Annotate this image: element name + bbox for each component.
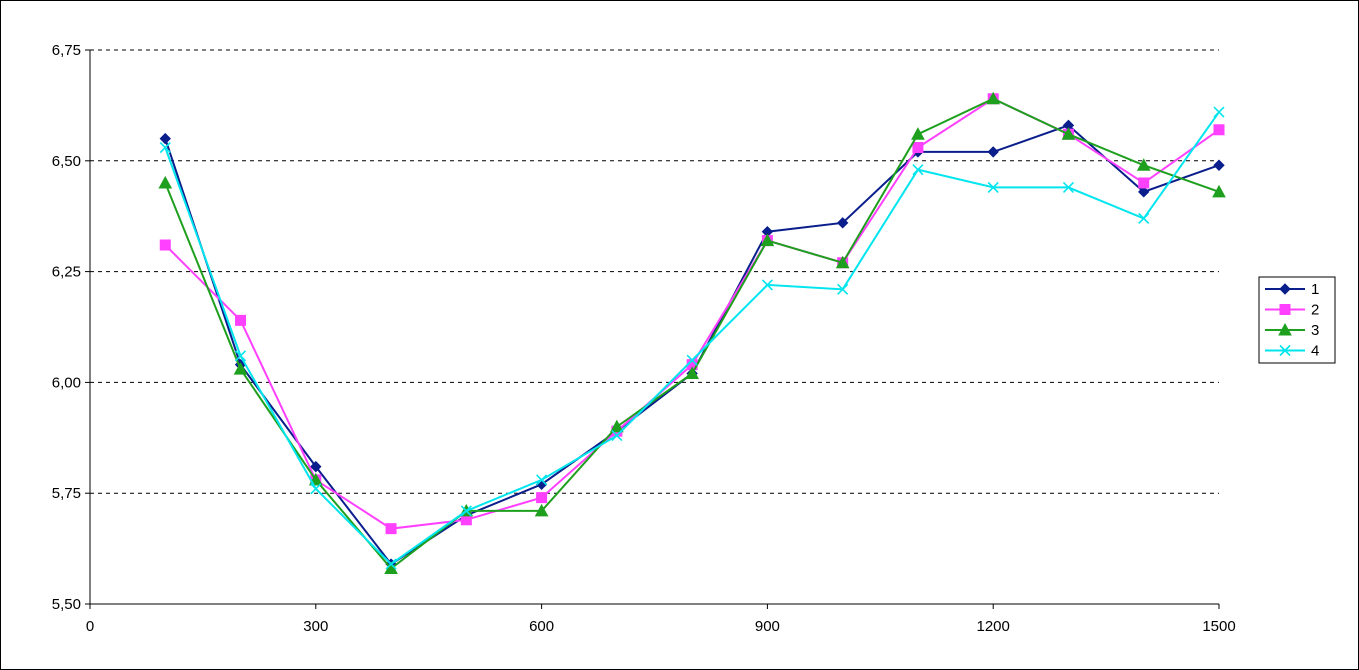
data-point-2: [912, 142, 924, 154]
axes: 5,50 5,75 6,00 6,25 6,50 6,75 0 300 600 900 1200 15…: [52, 42, 1236, 635]
legend: 1 2 3 4: [1258, 276, 1336, 364]
legend-label: 3: [1311, 322, 1319, 339]
data-point-4: [912, 164, 924, 176]
data-point-4: [987, 181, 999, 193]
data-point-2: [235, 314, 247, 326]
series-group: [158, 91, 1226, 575]
data-point-2: [159, 239, 171, 251]
series-line-1: [164, 124, 1220, 566]
data-point-3: [1136, 158, 1151, 171]
legend-item-1: 1: [1265, 281, 1319, 298]
data-point-3: [233, 362, 248, 375]
legend-item-4: 4: [1265, 343, 1319, 360]
data-point-4: [1138, 212, 1150, 224]
data-point-1: [159, 132, 171, 145]
data-point-1: [1213, 159, 1225, 171]
y-tick-label: 5,50: [52, 596, 81, 613]
data-point-4: [536, 474, 548, 486]
data-point-3: [158, 175, 173, 189]
data-point-3: [760, 233, 775, 247]
x-tick-label: 0: [86, 618, 94, 635]
data-point-2: [385, 523, 397, 535]
series-4: [159, 106, 1225, 570]
legend-marker: [1279, 304, 1291, 315]
data-point-4: [159, 141, 171, 154]
legend-marker: [1278, 322, 1292, 336]
data-point-1: [836, 217, 849, 229]
y-tick-label: 6,50: [52, 153, 81, 170]
data-point-3: [835, 255, 850, 269]
series-line-2: [164, 97, 1220, 530]
data-point-3: [685, 366, 699, 380]
data-point-2: [536, 492, 548, 504]
x-tick-label: 900: [755, 618, 780, 635]
y-tick-label: 6,25: [52, 264, 81, 281]
data-point-4: [611, 430, 623, 442]
x-tick-label: 600: [529, 618, 554, 635]
y-tick-label: 6,00: [52, 374, 81, 391]
x-tick-label: 1500: [1202, 618, 1235, 635]
data-point-3: [986, 91, 1001, 105]
data-point-4: [761, 279, 773, 291]
data-point-3: [1212, 184, 1226, 198]
data-point-3: [534, 503, 549, 517]
legend-marker: [1279, 283, 1291, 295]
data-point-2: [1138, 177, 1150, 189]
legend-item-2: 2: [1265, 302, 1319, 319]
data-point-4: [234, 350, 247, 362]
data-point-1: [1138, 186, 1150, 198]
legend-label: 2: [1311, 302, 1319, 319]
data-point-3: [911, 127, 925, 140]
data-point-3: [610, 419, 624, 433]
legend-label: 4: [1311, 343, 1319, 360]
data-point-4: [837, 283, 849, 295]
series-line-4: [164, 111, 1220, 566]
series-line-3: [164, 97, 1220, 570]
x-tick-label: 300: [303, 618, 328, 635]
data-point-4: [1213, 106, 1225, 118]
data-point-4: [385, 558, 397, 570]
data-point-2: [1213, 124, 1225, 136]
gridlines: [90, 49, 1219, 494]
data-point-4: [1062, 181, 1075, 193]
y-tick-label: 6,75: [52, 42, 81, 59]
series-3: [158, 91, 1226, 575]
y-tick-label: 5,75: [52, 485, 81, 502]
data-point-3: [1061, 127, 1076, 140]
data-point-1: [987, 146, 999, 158]
legend-marker: [1279, 344, 1291, 357]
x-tick-label: 1200: [977, 618, 1010, 635]
legend-box: [1258, 276, 1336, 364]
data-point-1: [310, 460, 322, 473]
legend-label: 1: [1311, 281, 1319, 298]
data-point-4: [310, 483, 322, 495]
data-point-4: [686, 354, 698, 366]
legend-item-3: 3: [1265, 322, 1319, 339]
data-point-4: [460, 505, 472, 517]
